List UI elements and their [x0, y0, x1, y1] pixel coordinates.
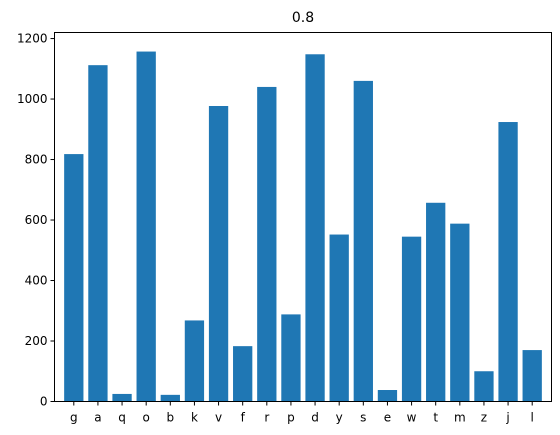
- x-tick-label: k: [191, 411, 198, 425]
- bar-l: [522, 350, 542, 402]
- x-tick-label: y: [336, 411, 343, 425]
- x-tick-label: t: [433, 411, 438, 425]
- x-tick-label: r: [264, 411, 269, 425]
- x-tick-label: a: [94, 411, 101, 425]
- x-tick-label: b: [166, 411, 174, 425]
- bar-q: [112, 393, 132, 402]
- bar-m: [450, 223, 470, 402]
- y-tick-label: 600: [25, 213, 48, 227]
- x-tick-label: z: [481, 411, 487, 425]
- bar-j: [498, 122, 518, 402]
- x-tick-label: f: [241, 411, 246, 425]
- bar-k: [184, 320, 205, 402]
- x-tick-label: p: [287, 411, 295, 425]
- bar-p: [281, 314, 301, 402]
- bar-a: [88, 65, 108, 402]
- bar-s: [353, 80, 373, 402]
- x-tick-label: v: [215, 411, 222, 425]
- bar-o: [136, 51, 156, 402]
- y-tick-label: 0: [40, 395, 48, 409]
- x-tick-label: e: [384, 411, 391, 425]
- x-tick-label: o: [143, 411, 150, 425]
- bar-v: [208, 106, 229, 402]
- bar-d: [305, 54, 325, 402]
- x-tick-label: j: [505, 411, 509, 425]
- bar-y: [329, 234, 349, 402]
- plot-frame: [54, 32, 552, 402]
- x-tick-label: s: [360, 411, 366, 425]
- x-tick-label: w: [407, 411, 417, 425]
- bar-r: [257, 86, 277, 402]
- x-tick-label: g: [70, 411, 78, 425]
- bar-z: [474, 371, 494, 402]
- x-tick-label: d: [311, 411, 319, 425]
- bar-t: [426, 202, 446, 402]
- x-tick-label: q: [118, 411, 126, 425]
- bar-b: [160, 394, 180, 402]
- bar-g: [64, 154, 84, 402]
- y-axis: 0 200 400 600 800 1000 1200: [17, 32, 55, 409]
- bar-w: [401, 236, 422, 402]
- y-tick-label: 800: [25, 153, 48, 167]
- y-tick-label: 1000: [17, 92, 48, 106]
- bars-group: [64, 51, 542, 402]
- y-tick-label: 200: [25, 334, 48, 348]
- x-tick-label: m: [454, 411, 466, 425]
- bar-f: [233, 346, 253, 402]
- y-tick-label: 1200: [17, 32, 48, 46]
- y-tick-label: 400: [25, 274, 48, 288]
- bar-e: [377, 390, 398, 402]
- chart-title: 0.8: [292, 10, 314, 26]
- x-tick-label: l: [531, 411, 534, 425]
